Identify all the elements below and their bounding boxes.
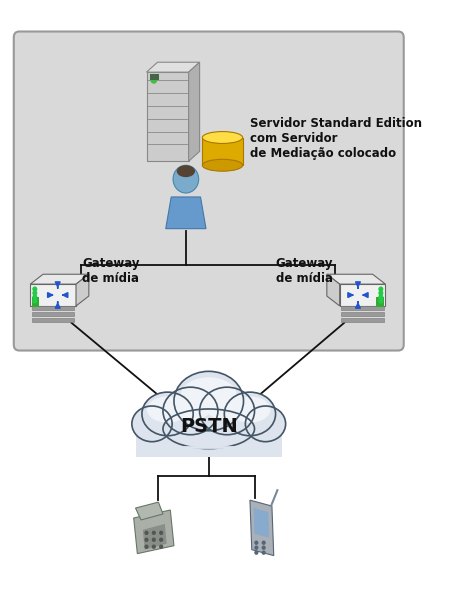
Polygon shape — [30, 274, 89, 284]
Circle shape — [160, 538, 162, 541]
Bar — [32, 297, 40, 307]
Polygon shape — [342, 318, 383, 322]
Bar — [202, 137, 243, 165]
Circle shape — [255, 541, 258, 544]
Ellipse shape — [205, 392, 249, 421]
Ellipse shape — [202, 160, 243, 171]
Circle shape — [160, 545, 162, 548]
Polygon shape — [342, 306, 383, 310]
Circle shape — [255, 546, 258, 549]
Ellipse shape — [132, 406, 172, 442]
Circle shape — [145, 538, 148, 541]
Polygon shape — [32, 318, 74, 322]
Circle shape — [33, 295, 36, 299]
Text: Gateway
de mídia: Gateway de mídia — [276, 257, 333, 286]
Text: PSTN: PSTN — [180, 418, 238, 436]
Circle shape — [153, 538, 155, 541]
Bar — [376, 297, 383, 307]
Polygon shape — [189, 62, 200, 161]
Ellipse shape — [177, 165, 195, 177]
Polygon shape — [135, 502, 163, 520]
Ellipse shape — [181, 377, 237, 413]
Ellipse shape — [163, 409, 255, 449]
Polygon shape — [166, 197, 206, 229]
Ellipse shape — [224, 392, 275, 436]
Circle shape — [151, 77, 157, 83]
Circle shape — [255, 551, 258, 554]
Circle shape — [262, 541, 265, 544]
Ellipse shape — [142, 392, 193, 436]
Circle shape — [379, 291, 382, 295]
Circle shape — [33, 299, 36, 303]
Circle shape — [379, 295, 382, 299]
Polygon shape — [76, 274, 89, 306]
Text: Servidor Standard Edition
com Servidor
de Mediação colocado: Servidor Standard Edition com Servidor d… — [250, 117, 422, 160]
Ellipse shape — [163, 387, 218, 435]
Ellipse shape — [168, 392, 212, 421]
Circle shape — [33, 291, 36, 295]
Circle shape — [173, 165, 199, 193]
FancyBboxPatch shape — [150, 74, 159, 80]
FancyBboxPatch shape — [14, 32, 404, 350]
Circle shape — [379, 299, 382, 303]
Ellipse shape — [230, 397, 270, 422]
Ellipse shape — [147, 397, 188, 422]
Ellipse shape — [174, 371, 243, 431]
Polygon shape — [134, 510, 174, 554]
Circle shape — [145, 532, 148, 535]
Circle shape — [153, 532, 155, 535]
Polygon shape — [30, 284, 76, 306]
Polygon shape — [147, 72, 189, 161]
Polygon shape — [147, 62, 200, 72]
Polygon shape — [143, 524, 166, 550]
Polygon shape — [250, 500, 274, 556]
Circle shape — [160, 532, 162, 535]
Polygon shape — [32, 306, 74, 310]
Circle shape — [153, 545, 155, 548]
Polygon shape — [32, 312, 74, 316]
Bar — [135, 429, 282, 457]
Polygon shape — [254, 508, 269, 538]
Polygon shape — [342, 312, 383, 316]
Circle shape — [379, 287, 382, 291]
Text: Gateway
de mídia: Gateway de mídia — [82, 257, 140, 286]
Ellipse shape — [245, 406, 286, 442]
Polygon shape — [327, 274, 386, 284]
Circle shape — [262, 551, 265, 554]
Polygon shape — [340, 284, 386, 306]
Circle shape — [33, 287, 36, 291]
Polygon shape — [327, 274, 340, 306]
Ellipse shape — [200, 387, 255, 435]
Circle shape — [262, 546, 265, 549]
Ellipse shape — [202, 131, 243, 143]
Circle shape — [145, 545, 148, 548]
